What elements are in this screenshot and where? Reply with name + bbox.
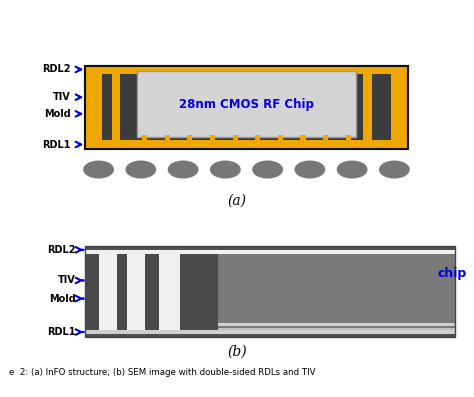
Bar xyxy=(94,74,399,140)
Bar xyxy=(255,135,260,140)
Bar xyxy=(301,135,306,140)
Bar xyxy=(85,246,455,250)
Bar xyxy=(85,253,218,330)
Bar xyxy=(117,253,127,330)
Bar xyxy=(99,253,117,330)
Bar xyxy=(233,135,238,140)
Bar xyxy=(323,135,328,140)
Text: RDL1: RDL1 xyxy=(43,139,71,150)
Text: Mold: Mold xyxy=(45,109,71,119)
Bar xyxy=(85,246,455,337)
Bar xyxy=(187,135,192,140)
Text: Mold: Mold xyxy=(49,293,76,304)
Bar xyxy=(85,140,408,149)
Bar xyxy=(112,70,120,144)
Bar xyxy=(159,253,180,330)
Bar xyxy=(180,253,218,330)
Bar xyxy=(94,74,133,140)
Bar xyxy=(218,248,455,335)
Text: RDL1: RDL1 xyxy=(47,327,76,337)
Text: TIV: TIV xyxy=(58,276,76,285)
Text: e  2: (a) InFO structure; (b) SEM image with double-sided RDLs and TIV: e 2: (a) InFO structure; (b) SEM image w… xyxy=(9,368,316,378)
Bar xyxy=(127,253,145,330)
Text: (b): (b) xyxy=(227,345,247,358)
Text: chip: chip xyxy=(438,267,467,280)
Ellipse shape xyxy=(210,161,240,178)
Text: (a): (a) xyxy=(228,193,246,208)
Bar xyxy=(346,135,351,140)
Bar xyxy=(145,253,159,330)
Bar xyxy=(218,328,455,330)
Bar xyxy=(218,323,455,326)
Bar xyxy=(85,66,408,149)
Ellipse shape xyxy=(253,161,283,178)
Ellipse shape xyxy=(168,161,198,178)
Bar xyxy=(85,246,455,337)
Bar xyxy=(85,66,408,149)
Bar xyxy=(137,71,356,137)
Ellipse shape xyxy=(84,161,113,178)
Bar xyxy=(164,135,170,140)
Bar xyxy=(391,70,399,144)
Ellipse shape xyxy=(295,161,325,178)
Bar xyxy=(85,253,99,330)
Text: RDL2: RDL2 xyxy=(43,64,71,75)
Bar xyxy=(85,250,455,254)
Bar xyxy=(278,135,283,140)
Bar xyxy=(210,135,215,140)
Bar xyxy=(360,74,399,140)
Text: 28nm CMOS RF Chip: 28nm CMOS RF Chip xyxy=(179,98,314,111)
Bar xyxy=(363,70,372,144)
Ellipse shape xyxy=(126,161,155,178)
Ellipse shape xyxy=(337,161,367,178)
Bar xyxy=(85,333,455,337)
Bar xyxy=(142,135,147,140)
Bar xyxy=(85,66,408,73)
Ellipse shape xyxy=(380,161,409,178)
Bar xyxy=(94,70,102,144)
Bar xyxy=(85,330,455,333)
Text: TIV: TIV xyxy=(54,92,71,102)
Text: RDL2: RDL2 xyxy=(47,245,76,255)
